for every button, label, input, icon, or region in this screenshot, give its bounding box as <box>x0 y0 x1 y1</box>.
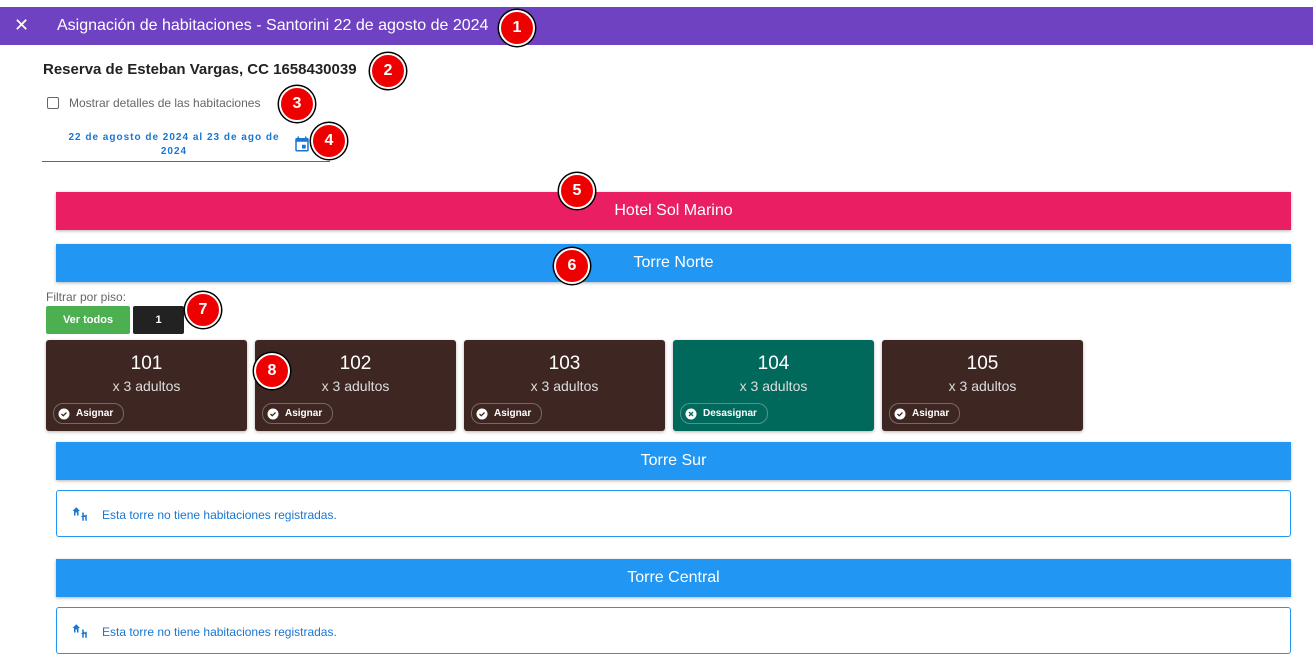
room-action[interactable]: Asignar <box>53 403 125 424</box>
room-card: 104 x 3 adultos Desasignar <box>673 340 874 431</box>
room-action-label[interactable]: Asignar <box>76 408 114 419</box>
room-capacity: x 3 adultos <box>948 378 1017 394</box>
annotation-marker: 7 <box>185 292 221 328</box>
close-button[interactable]: ✕ <box>14 15 30 35</box>
room-capacity: x 3 adultos <box>112 378 181 394</box>
room-number: 105 <box>966 353 999 374</box>
header-bar: ✕ Asignación de habitaciones - Santorini… <box>0 7 1313 45</box>
floor-button[interactable]: 1 <box>133 306 184 334</box>
calendar-icon[interactable] <box>293 135 311 153</box>
empty-icon <box>72 624 87 638</box>
room-card: 103 x 3 adultos Asignar <box>464 340 665 431</box>
room-action-label[interactable]: Asignar <box>494 408 532 419</box>
annotation-marker: 4 <box>311 123 347 159</box>
tower-bar: Torre Sur <box>56 442 1291 480</box>
icon <box>894 408 906 419</box>
room-card: 101 x 3 adultos Asignar <box>46 340 247 431</box>
header-title: Asignación de habitaciones - Santorini 2… <box>57 17 489 34</box>
reservation: Reserva de Esteban Vargas, CC 1658430039 <box>43 61 357 78</box>
icon <box>267 408 279 419</box>
room-action[interactable]: Desasignar <box>680 403 768 424</box>
annotation-marker: 8 <box>254 353 290 389</box>
filter-label: Filtrar por piso: <box>46 290 127 304</box>
room-number: 101 <box>130 353 163 374</box>
room-action[interactable]: Asignar <box>471 403 543 424</box>
icon <box>58 408 70 419</box>
floor-button[interactable]: Ver todos <box>46 306 130 334</box>
hotel-bar: Hotel Sol Marino <box>56 192 1291 230</box>
room-action[interactable]: Asignar <box>262 403 334 424</box>
room-action-label[interactable]: Desasignar <box>703 408 757 419</box>
annotation-marker: 3 <box>279 86 315 122</box>
empty-icon <box>72 507 87 521</box>
checkbox-label[interactable]: Mostrar detalles de las habitaciones <box>69 96 261 110</box>
empty-message: Esta torre no tiene habitaciones registr… <box>102 625 337 639</box>
room-action-label[interactable]: Asignar <box>285 408 323 419</box>
room-capacity: x 3 adultos <box>530 378 599 394</box>
icon <box>476 408 488 419</box>
room-number: 102 <box>339 353 372 374</box>
room-action[interactable]: Asignar <box>889 403 961 424</box>
tower-bar: Torre Norte <box>56 244 1291 282</box>
date-range[interactable]: 22 de agosto de 2024 al 23 de ago de 202… <box>68 132 280 157</box>
tower-bar: Torre Central <box>56 559 1291 597</box>
icon <box>685 408 697 419</box>
room-number: 103 <box>548 353 581 374</box>
annotation-marker: 6 <box>554 248 590 284</box>
annotation-marker: 1 <box>499 10 535 46</box>
room-capacity: x 3 adultos <box>739 378 808 394</box>
empty-message: Esta torre no tiene habitaciones registr… <box>102 508 337 522</box>
empty-box: Esta torre no tiene habitaciones registr… <box>56 490 1291 537</box>
date-underline <box>42 161 330 162</box>
room-card: 105 x 3 adultos Asignar <box>882 340 1083 431</box>
room-capacity: x 3 adultos <box>321 378 390 394</box>
annotation-marker: 5 <box>559 173 595 209</box>
checkbox[interactable] <box>47 97 59 109</box>
room-card: 102 x 3 adultos Asignar <box>255 340 456 431</box>
room-number: 104 <box>757 353 790 374</box>
annotation-marker: 2 <box>370 53 406 89</box>
empty-box: Esta torre no tiene habitaciones registr… <box>56 607 1291 654</box>
room-action-label[interactable]: Asignar <box>912 408 950 419</box>
